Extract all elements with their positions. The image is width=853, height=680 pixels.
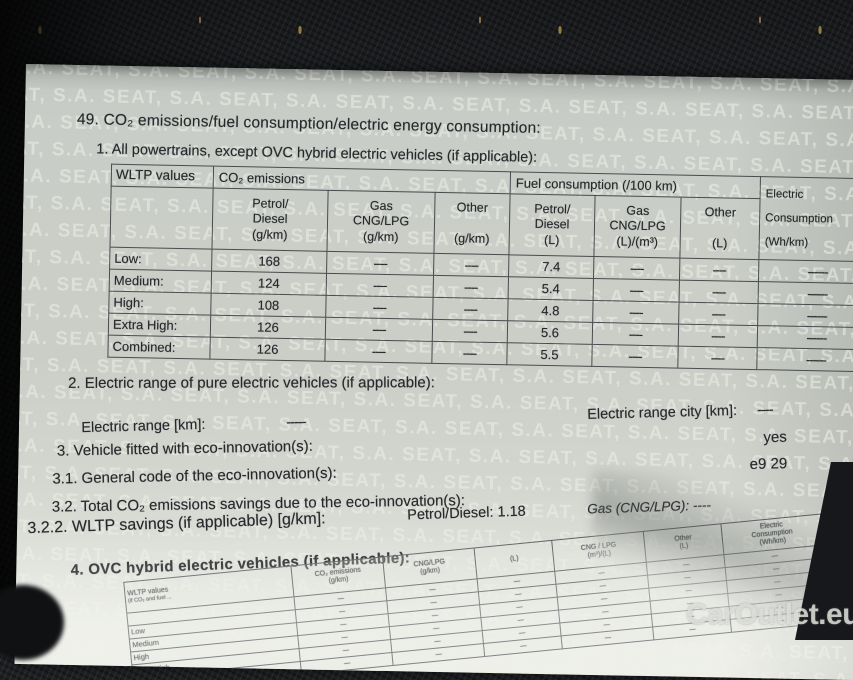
petrol-diesel-savings-value: Petrol/Diesel: 1.18 [407,503,526,524]
electric-range-city-label: Electric range city [km]: [587,402,738,423]
table-cell: Petrol/ Diesel (L) [508,193,596,257]
table-cell: 126 [209,337,326,362]
table-cell: ------ [757,303,853,328]
table-cell [109,186,214,250]
table-cell: ---- [679,258,759,282]
table-cell: 7.4 [508,254,594,279]
table-cell: 5.4 [508,276,594,301]
table-cell: ---- [432,297,509,321]
table-cell: 4.8 [507,298,594,323]
table-cell: ------ [757,325,853,350]
table-cell: ---- [433,253,509,277]
table-cell: ---- [593,256,680,281]
section-2-heading: 2. Electric range of pure electric vehic… [68,374,435,392]
table-cell: ---- [591,344,679,369]
ovc-hybrid-table: WLTP values (if CO₂ and fuel ... CO₂ emiss… [123,513,832,680]
table-cell: ------ [758,259,853,284]
table-cell: 124 [211,271,327,296]
eco-innovation-value: yes [763,428,787,447]
document-content: 49. CO₂ emissions/fuel consumption/elect… [14,64,853,680]
table-cell: ---- [432,319,508,343]
electric-range-label: Electric range [km]: [81,416,206,437]
table-cell: ---- [679,280,759,304]
table-cell: Petrol/ Diesel (g/km) [211,188,329,252]
section-49-title: 49. CO₂ emissions/fuel consumption/elect… [76,110,542,137]
table-cell: Medium: [109,269,212,294]
eco-code-value: e9 29 [749,455,788,473]
table-cell: ---- [433,275,509,299]
section-1-line: 1. All powertrains, except OVC hybrid el… [96,141,538,166]
electric-range-value: ----- [286,414,306,431]
table-cell: 5.5 [506,342,593,367]
table-cell: ------ [758,281,853,306]
table-cell: Extra High: [108,313,211,338]
table-cell: ---- [325,295,434,320]
table-cell: ---- [325,317,433,342]
table-cell: ---- [678,324,758,348]
table-cell: ---- [593,278,680,303]
table-cell: 5.6 [507,320,593,345]
table-cell: ---- [324,339,433,364]
table-cell: 108 [210,293,327,318]
table-cell: ---- [592,322,679,347]
table-cell: WLTP values [111,164,214,189]
table-cell: High: [108,291,212,316]
table-cell: ------ [756,347,853,372]
table-cell: 126 [210,315,326,340]
table-cell: ---- [678,302,759,326]
eco-innovation-label: 3. Vehicle fitted with eco-innovation(s)… [56,437,313,460]
table-cell: ---- [677,346,758,370]
table-cell: Low: [109,247,212,272]
electric-range-city-value: ---- [756,402,773,419]
table-cell: ---- [431,341,508,365]
document-page: SEAT, S.A. SEAT, S.A. SEAT, S.A. SEAT, S… [14,64,853,680]
table-cell: Other (L) [679,197,761,260]
caroutlet-watermark: CarOutlet.eu [686,598,853,631]
table-cell: ---- [592,300,680,325]
table-cell: Other (g/km) [433,192,511,255]
section-4-group: 4. OVC hybrid electric vehicles (if appl… [50,513,853,680]
table-cell: 168 [211,249,327,274]
table-cell: ---- [326,273,434,298]
gas-savings-value: Gas (CNG/LPG): ---- [586,497,712,517]
table-cell: ---- [326,251,434,276]
eco-code-label: 3.1. General code of the eco-innovation(… [52,464,337,488]
table-cell: Combined: [107,335,211,360]
table-cell: Gas CNG/LPG (L)/(m³) [593,195,682,259]
table-cell: Gas CNG/LPG (g/km) [326,190,436,254]
table-cell: Electric Consumption (Wh/km) [758,176,853,262]
wltp-emissions-table: WLTP values CO₂ emissions Fuel consumption… [107,163,853,373]
